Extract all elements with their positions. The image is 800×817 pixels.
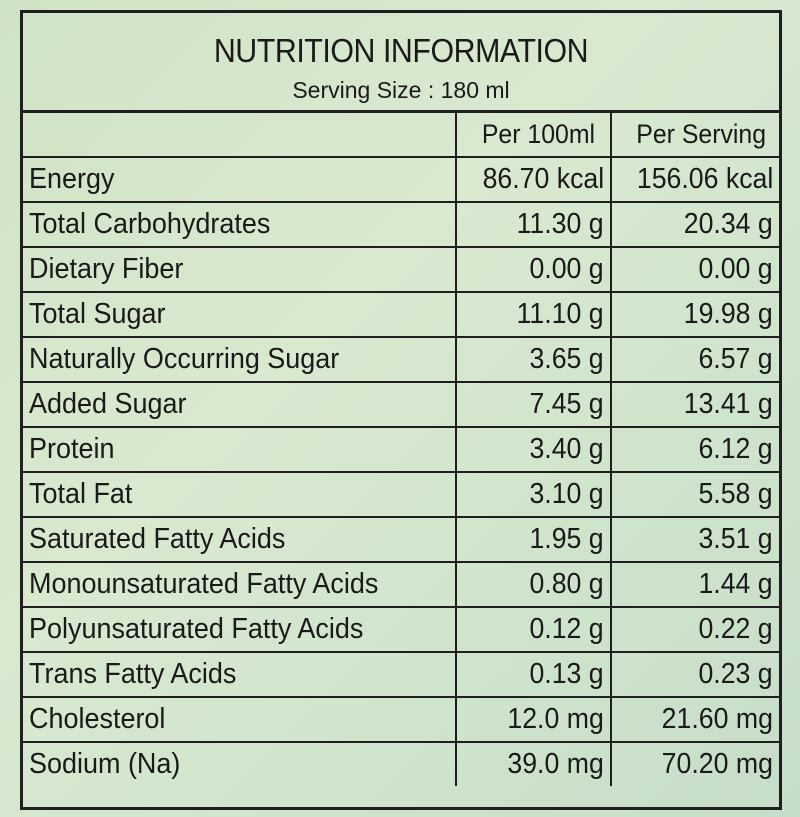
- nutrition-table: Per 100ml Per Serving Energy 86.70 kcal 15…: [23, 113, 779, 786]
- nutrient-name: Polyunsaturated Fatty Acids: [23, 606, 457, 653]
- nutrient-name: Naturally Occurring Sugar: [23, 336, 457, 383]
- nutrient-name: Cholesterol: [23, 696, 457, 743]
- value-per-serving: 21.60 mg: [610, 696, 779, 743]
- nutrient-name: Total Carbohydrates: [23, 201, 457, 248]
- nutrient-name: Sodium (Na): [23, 741, 457, 786]
- table-row: Polyunsaturated Fatty Acids 0.12 g 0.22 g: [23, 606, 779, 653]
- value-per-100ml: 0.00 g: [455, 246, 612, 293]
- table-row: Protein 3.40 g 6.12 g: [23, 426, 779, 473]
- table-row: Naturally Occurring Sugar 3.65 g 6.57 g: [23, 336, 779, 383]
- label-header: NUTRITION INFORMATION Serving Size : 180…: [23, 13, 779, 113]
- table-row: Monounsaturated Fatty Acids 0.80 g 1.44 g: [23, 561, 779, 608]
- value-per-100ml: 11.10 g: [455, 291, 612, 338]
- table-row: Total Carbohydrates 11.30 g 20.34 g: [23, 201, 779, 248]
- value-per-100ml: 3.40 g: [455, 426, 612, 473]
- table-row: Saturated Fatty Acids 1.95 g 3.51 g: [23, 516, 779, 563]
- nutrient-name: Added Sugar: [23, 381, 457, 428]
- value-per-100ml: 3.10 g: [455, 471, 612, 518]
- value-per-serving: 0.23 g: [610, 651, 779, 698]
- value-per-100ml: 86.70 kcal: [455, 156, 612, 203]
- column-header-per-serving: Per Serving: [610, 113, 779, 158]
- table-row: Trans Fatty Acids 0.13 g 0.23 g: [23, 651, 779, 698]
- table-header-row: Per 100ml Per Serving: [23, 113, 779, 158]
- nutrient-name: Trans Fatty Acids: [23, 651, 457, 698]
- nutrient-name: Monounsaturated Fatty Acids: [23, 561, 457, 608]
- value-per-serving: 156.06 kcal: [610, 156, 779, 203]
- column-header-nutrient: [23, 113, 457, 158]
- value-per-serving: 70.20 mg: [610, 741, 779, 786]
- value-per-serving: 0.00 g: [610, 246, 779, 293]
- table-row: Total Fat 3.10 g 5.58 g: [23, 471, 779, 518]
- nutrient-name: Total Sugar: [23, 291, 457, 338]
- value-per-serving: 19.98 g: [610, 291, 779, 338]
- nutrient-name: Total Fat: [23, 471, 457, 518]
- table-row: Dietary Fiber 0.00 g 0.00 g: [23, 246, 779, 293]
- value-per-100ml: 7.45 g: [455, 381, 612, 428]
- value-per-serving: 13.41 g: [610, 381, 779, 428]
- nutrient-name: Saturated Fatty Acids: [23, 516, 457, 563]
- value-per-serving: 6.12 g: [610, 426, 779, 473]
- column-header-per-100ml: Per 100ml: [455, 113, 612, 158]
- value-per-100ml: 0.13 g: [455, 651, 612, 698]
- serving-size: Serving Size : 180 ml: [292, 77, 510, 103]
- table-row: Added Sugar 7.45 g 13.41 g: [23, 381, 779, 428]
- table-row: Total Sugar 11.10 g 19.98 g: [23, 291, 779, 338]
- value-per-serving: 6.57 g: [610, 336, 779, 383]
- value-per-100ml: 1.95 g: [455, 516, 612, 563]
- label-title: NUTRITION INFORMATION: [213, 32, 589, 69]
- value-per-serving: 0.22 g: [610, 606, 779, 653]
- value-per-serving: 5.58 g: [610, 471, 779, 518]
- nutrition-label: NUTRITION INFORMATION Serving Size : 180…: [20, 10, 782, 810]
- value-per-100ml: 0.80 g: [455, 561, 612, 608]
- value-per-100ml: 11.30 g: [455, 201, 612, 248]
- value-per-100ml: 12.0 mg: [455, 696, 612, 743]
- value-per-serving: 20.34 g: [610, 201, 779, 248]
- value-per-100ml: 0.12 g: [455, 606, 612, 653]
- table-row: Sodium (Na) 39.0 mg 70.20 mg: [23, 741, 779, 786]
- value-per-100ml: 3.65 g: [455, 336, 612, 383]
- nutrient-name: Energy: [23, 156, 457, 203]
- table-row: Energy 86.70 kcal 156.06 kcal: [23, 156, 779, 203]
- table-row: Cholesterol 12.0 mg 21.60 mg: [23, 696, 779, 743]
- nutrient-name: Dietary Fiber: [23, 246, 457, 293]
- value-per-100ml: 39.0 mg: [455, 741, 612, 786]
- value-per-serving: 3.51 g: [610, 516, 779, 563]
- value-per-serving: 1.44 g: [610, 561, 779, 608]
- nutrient-name: Protein: [23, 426, 457, 473]
